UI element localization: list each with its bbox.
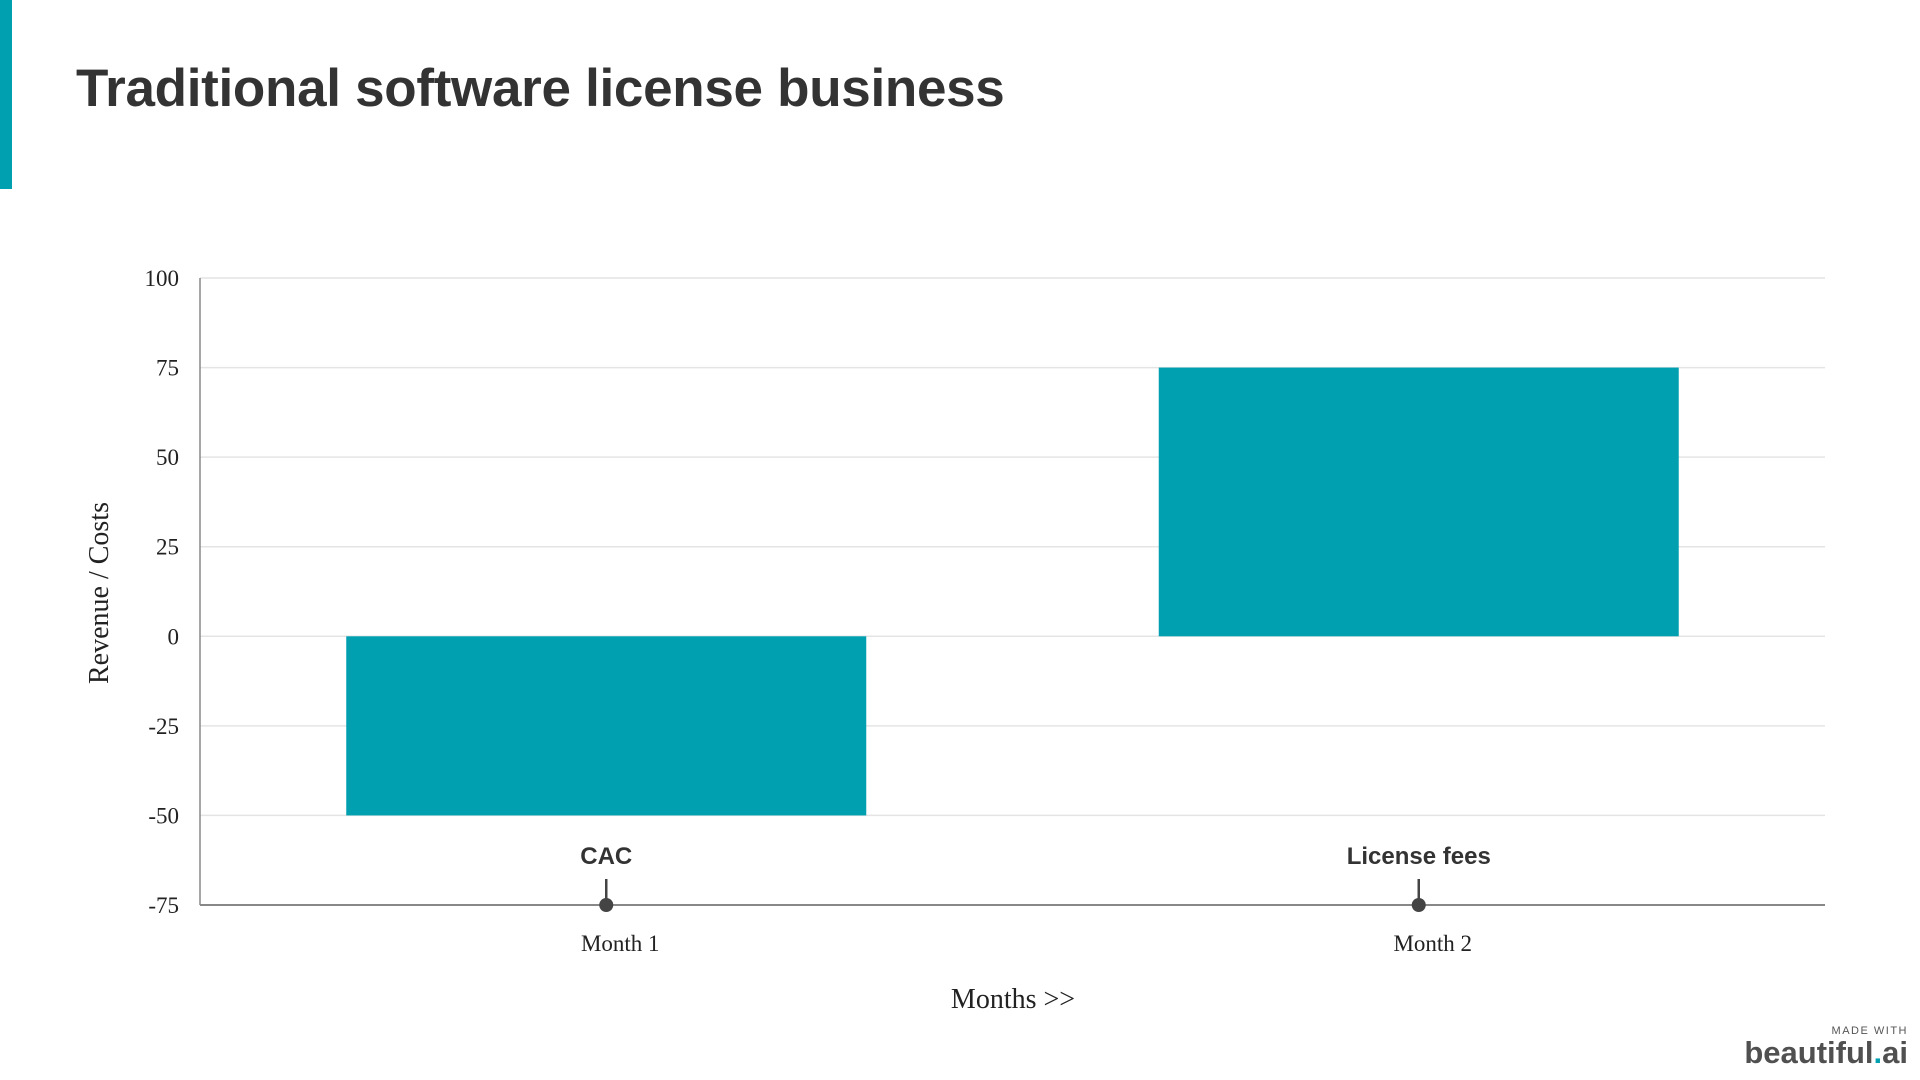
made-with-watermark: MADE WITH beautiful.ai bbox=[1744, 1025, 1908, 1068]
y-tick-label: 50 bbox=[156, 445, 179, 470]
brand-dot: . bbox=[1873, 1035, 1883, 1070]
y-tick-label: -25 bbox=[148, 714, 179, 739]
x-tick-label: Month 1 bbox=[581, 931, 660, 956]
annotation-dot bbox=[1411, 898, 1426, 912]
y-tick-label: 25 bbox=[156, 535, 179, 560]
brand-logo: beautiful.ai bbox=[1744, 1037, 1908, 1068]
y-tick-label: 100 bbox=[145, 266, 180, 291]
y-tick-label: -50 bbox=[148, 803, 179, 828]
slide-title: Traditional software license business bbox=[76, 59, 1005, 118]
x-axis-title: Months >> bbox=[951, 984, 1075, 1015]
made-with-text: MADE WITH bbox=[1831, 1025, 1908, 1037]
annotations: CAC License fees bbox=[580, 843, 1491, 912]
y-tick-label: 75 bbox=[156, 356, 179, 381]
tick-labels: 100 75 50 25 0 -25 -50 -75 Month 1 Month 2 bbox=[145, 266, 1473, 956]
annotation-label: CAC bbox=[580, 843, 632, 870]
y-axis-title: Revenue / Costs bbox=[84, 502, 115, 684]
bar bbox=[1158, 367, 1679, 637]
axes bbox=[199, 278, 1825, 906]
brand-suffix: ai bbox=[1882, 1035, 1908, 1070]
annotation-label: License fees bbox=[1347, 843, 1491, 870]
annotation-dot bbox=[599, 898, 614, 912]
x-tick-label: Month 2 bbox=[1393, 931, 1472, 956]
y-tick-label: -75 bbox=[148, 893, 179, 918]
accent-bar bbox=[0, 0, 12, 189]
brand-main: beautiful bbox=[1744, 1035, 1874, 1070]
bars bbox=[346, 367, 1679, 816]
y-tick-label: 0 bbox=[168, 624, 180, 649]
bar bbox=[346, 636, 867, 816]
